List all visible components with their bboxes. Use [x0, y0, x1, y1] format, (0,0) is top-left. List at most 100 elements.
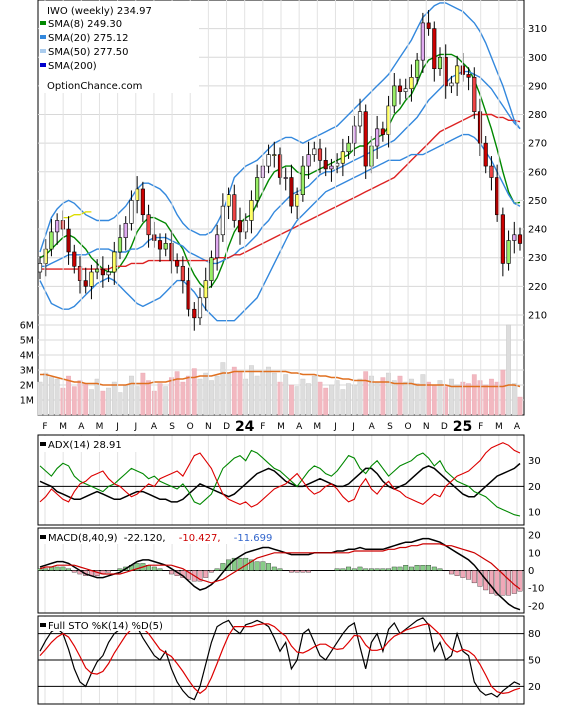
macd-histogram-bar [448, 570, 454, 575]
volume-bar [237, 371, 243, 416]
volume-tick-label: 1M [20, 396, 34, 407]
price-candle [500, 214, 505, 264]
price-candle [72, 251, 77, 267]
macd-histogram-bar [117, 568, 123, 571]
volume-bar [129, 375, 134, 416]
price-candle [397, 85, 403, 92]
x-tick-label: S [169, 422, 175, 432]
price-candle [140, 188, 145, 216]
series-macd [39, 537, 521, 611]
price-candle [437, 56, 443, 70]
macd-histogram-bar [460, 570, 466, 578]
volume-bar [49, 377, 54, 416]
legend-box [39, 1, 199, 93]
legend-entry: SMA(200) [48, 61, 97, 72]
x-tick-label: F [42, 422, 47, 432]
volume-bar [351, 384, 357, 416]
macd-title-name: MACD(8,40,9) [48, 533, 118, 544]
volume-bar [277, 381, 283, 416]
volume-bars [37, 324, 523, 416]
macd-histogram-bar [186, 570, 192, 580]
macd-histogram-bar [71, 570, 77, 573]
volume-tick-label: 2M [20, 381, 34, 392]
price-candle [243, 220, 248, 233]
volume-bar [134, 386, 140, 416]
price-candle [197, 297, 203, 319]
price-candle [129, 200, 134, 224]
x-tick-label: N [205, 422, 212, 432]
x-tick-label: F [260, 422, 265, 432]
price-candle [209, 257, 214, 281]
macd-histogram-bar [368, 568, 374, 571]
price-candle [95, 268, 100, 273]
volume-average-line [40, 370, 521, 388]
volume-bar [466, 383, 471, 416]
macd-histogram-bar [60, 566, 66, 571]
y-tick-label: 210 [528, 310, 547, 321]
macd-histogram-bar [266, 563, 272, 571]
volume-bar [146, 380, 151, 416]
macd-histogram-bar [151, 566, 157, 571]
volume-bar [494, 381, 500, 416]
legend-swatch [40, 63, 46, 67]
volume-bar [477, 380, 483, 416]
series-signal [39, 543, 521, 590]
price-candle [237, 220, 243, 233]
legend-swatch [40, 35, 46, 39]
x-tick-label: D [441, 422, 448, 432]
macd-histogram-bar [471, 570, 477, 584]
price-candle [55, 220, 60, 233]
y-tick-label: 230 [528, 253, 547, 264]
volume-bar [163, 386, 169, 416]
price-candle [266, 154, 271, 167]
volume-bar [386, 372, 391, 416]
price-candle [163, 243, 168, 250]
volume-bar [437, 380, 443, 416]
price-candle [283, 177, 288, 179]
macd-histogram-bar [506, 570, 512, 596]
x-tick-label: J [351, 422, 355, 432]
volume-bar [334, 380, 340, 416]
volume-bar [380, 377, 386, 416]
y-tick-label: 220 [528, 282, 547, 293]
y-tick-label: 10 [528, 508, 541, 519]
volume-bar [231, 366, 237, 416]
macd-histogram-bar [306, 570, 312, 573]
y-tick-label: 20 [528, 682, 541, 693]
y-tick-label: 50 [528, 656, 541, 667]
macd-histogram-bar [106, 570, 112, 573]
macd-histogram-bar [288, 570, 294, 573]
x-tick-label: M [277, 422, 285, 432]
price-candles [37, 10, 523, 331]
legend-swatch [40, 21, 46, 25]
macd-histogram-bar [380, 568, 386, 571]
price-candle [306, 154, 311, 167]
price-candle [232, 194, 237, 221]
price-candle [409, 77, 414, 90]
macd-histogram-bar [300, 570, 306, 573]
macd-histogram-bar [334, 568, 340, 571]
volume-bar [197, 378, 203, 416]
price-candle [489, 165, 494, 178]
macd-histogram-bar [37, 568, 43, 571]
x-tick-label: J [133, 422, 137, 432]
price-candle [466, 74, 471, 78]
volume-bar [329, 384, 334, 416]
series--di [39, 442, 521, 508]
volume-bar [174, 371, 180, 416]
macd-histogram-bar [437, 568, 443, 571]
macd-histogram-bar [346, 566, 352, 571]
x-tick-label: M [495, 422, 503, 432]
price-candle [312, 148, 317, 155]
macd-histogram-bar [157, 568, 163, 571]
x-tick-label: N [423, 422, 430, 432]
price-candle [203, 280, 208, 299]
price-candle [483, 142, 488, 167]
macd-histogram-bar [426, 565, 432, 571]
legend-entry: SMA(20) 275.12 [48, 33, 129, 44]
price-candle [255, 177, 260, 201]
x-tick-label: D [223, 422, 230, 432]
price-candle [426, 22, 431, 29]
volume-bar [449, 378, 454, 416]
macd-value: -22.120, [124, 533, 166, 544]
